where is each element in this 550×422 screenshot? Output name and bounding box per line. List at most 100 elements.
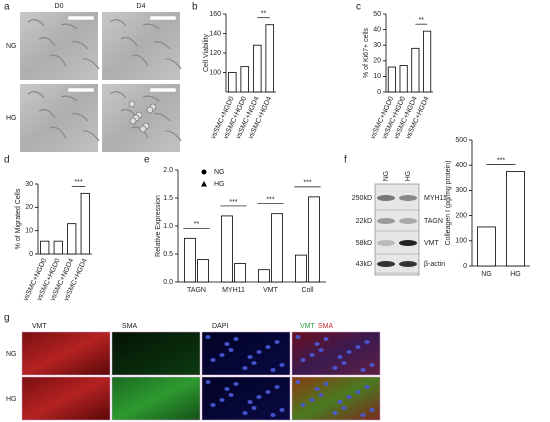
nucleus bbox=[341, 406, 347, 410]
cell-shape bbox=[120, 36, 138, 47]
significance-label: ** bbox=[194, 221, 200, 228]
nucleus bbox=[337, 400, 343, 404]
row-label: HG bbox=[6, 396, 17, 403]
bar bbox=[423, 30, 432, 93]
bar bbox=[506, 171, 525, 267]
nucleus bbox=[233, 337, 239, 341]
size-label: 43kD bbox=[356, 261, 372, 268]
legend-label: NG bbox=[214, 169, 225, 176]
y-tick-label: 0 bbox=[463, 263, 467, 270]
cell-shape bbox=[164, 58, 182, 70]
y-tick-label: 0.5 bbox=[163, 251, 173, 258]
y-axis-label: Colleagen I (pg/mg protein) bbox=[445, 161, 452, 246]
nucleus bbox=[318, 348, 324, 352]
y-tick-label: 0.0 bbox=[163, 279, 173, 286]
bar bbox=[411, 47, 420, 93]
bar bbox=[220, 215, 233, 283]
blot-band bbox=[399, 195, 417, 201]
x-tick-label: VMT bbox=[263, 287, 279, 294]
scale-bar bbox=[67, 87, 95, 93]
column-label: VMT bbox=[32, 323, 48, 330]
y-tick-label: 400 bbox=[455, 162, 467, 169]
bar bbox=[53, 240, 63, 255]
cell-shape bbox=[153, 41, 171, 50]
size-label: 58kD bbox=[356, 240, 372, 247]
nucleus bbox=[323, 382, 329, 386]
cell-shape bbox=[60, 23, 78, 30]
panel-letter: g bbox=[4, 313, 10, 324]
cell-round bbox=[129, 117, 137, 125]
cell-shape bbox=[38, 36, 56, 47]
nucleus bbox=[360, 368, 366, 372]
panel-letter: b bbox=[192, 2, 198, 13]
panel-letter: f bbox=[344, 155, 347, 166]
cell-shape bbox=[49, 54, 67, 67]
nucleus bbox=[309, 353, 315, 357]
nucleus bbox=[205, 380, 211, 384]
bar bbox=[240, 66, 250, 93]
bar bbox=[234, 263, 247, 283]
fluorescence-image bbox=[21, 331, 111, 376]
cell-shape bbox=[27, 19, 45, 27]
nucleus bbox=[274, 340, 280, 344]
nucleus bbox=[346, 395, 352, 399]
nucleus bbox=[309, 398, 315, 402]
y-tick-label: 10 bbox=[373, 73, 381, 80]
row-label: NG bbox=[6, 351, 17, 358]
cell-shape bbox=[49, 126, 67, 139]
nucleus bbox=[332, 411, 338, 415]
blot-band bbox=[399, 218, 417, 224]
cell-shape bbox=[142, 95, 160, 102]
micrograph bbox=[102, 84, 180, 152]
column-label: D4 bbox=[137, 3, 146, 10]
micrograph bbox=[102, 12, 180, 80]
cell-shape bbox=[131, 54, 149, 67]
bar bbox=[252, 44, 262, 93]
nucleus bbox=[364, 385, 370, 389]
bar bbox=[80, 192, 90, 255]
y-tick-label: 100 bbox=[455, 238, 467, 245]
blot-band bbox=[377, 261, 395, 267]
scale-bar bbox=[149, 87, 177, 93]
nucleus bbox=[314, 342, 320, 346]
y-tick-label: 140 bbox=[209, 30, 221, 37]
cell-shape bbox=[109, 91, 127, 99]
micrograph bbox=[20, 12, 98, 80]
bar bbox=[227, 72, 237, 93]
column-label: SMA bbox=[122, 323, 138, 330]
column-label: D0 bbox=[55, 3, 64, 10]
size-label: 250kD bbox=[352, 195, 372, 202]
nucleus bbox=[332, 366, 338, 370]
protein-label: VMT bbox=[424, 240, 440, 247]
significance-label: *** bbox=[229, 199, 237, 206]
nucleus bbox=[219, 353, 225, 357]
cell-shape bbox=[82, 58, 100, 70]
y-axis-label: Cell Viability bbox=[203, 34, 210, 72]
nucleus bbox=[247, 355, 253, 359]
y-tick-label: 120 bbox=[209, 50, 221, 57]
y-tick-label: 2.0 bbox=[163, 167, 173, 174]
nucleus bbox=[247, 400, 253, 404]
y-tick-label: 160 bbox=[209, 11, 221, 18]
nucleus bbox=[224, 342, 230, 346]
fluorescence-image bbox=[111, 331, 201, 376]
cell-shape bbox=[153, 113, 171, 122]
nucleus bbox=[242, 366, 248, 370]
nucleus bbox=[210, 358, 216, 362]
column-label: DAPI bbox=[212, 323, 228, 330]
significance-label: *** bbox=[74, 179, 82, 186]
cell-shape bbox=[38, 108, 56, 119]
nucleus bbox=[355, 345, 361, 349]
nucleus bbox=[205, 335, 211, 339]
nucleus bbox=[228, 393, 234, 397]
panel-letter: e bbox=[144, 155, 150, 166]
nucleus bbox=[279, 363, 285, 367]
blot-band bbox=[399, 261, 417, 267]
micrograph bbox=[20, 84, 98, 152]
y-tick-label: 300 bbox=[455, 187, 467, 194]
nucleus bbox=[337, 355, 343, 359]
legend-label: HG bbox=[214, 181, 225, 188]
y-tick-label: 100 bbox=[209, 69, 221, 76]
legend-marker bbox=[201, 181, 207, 187]
nucleus bbox=[364, 340, 370, 344]
